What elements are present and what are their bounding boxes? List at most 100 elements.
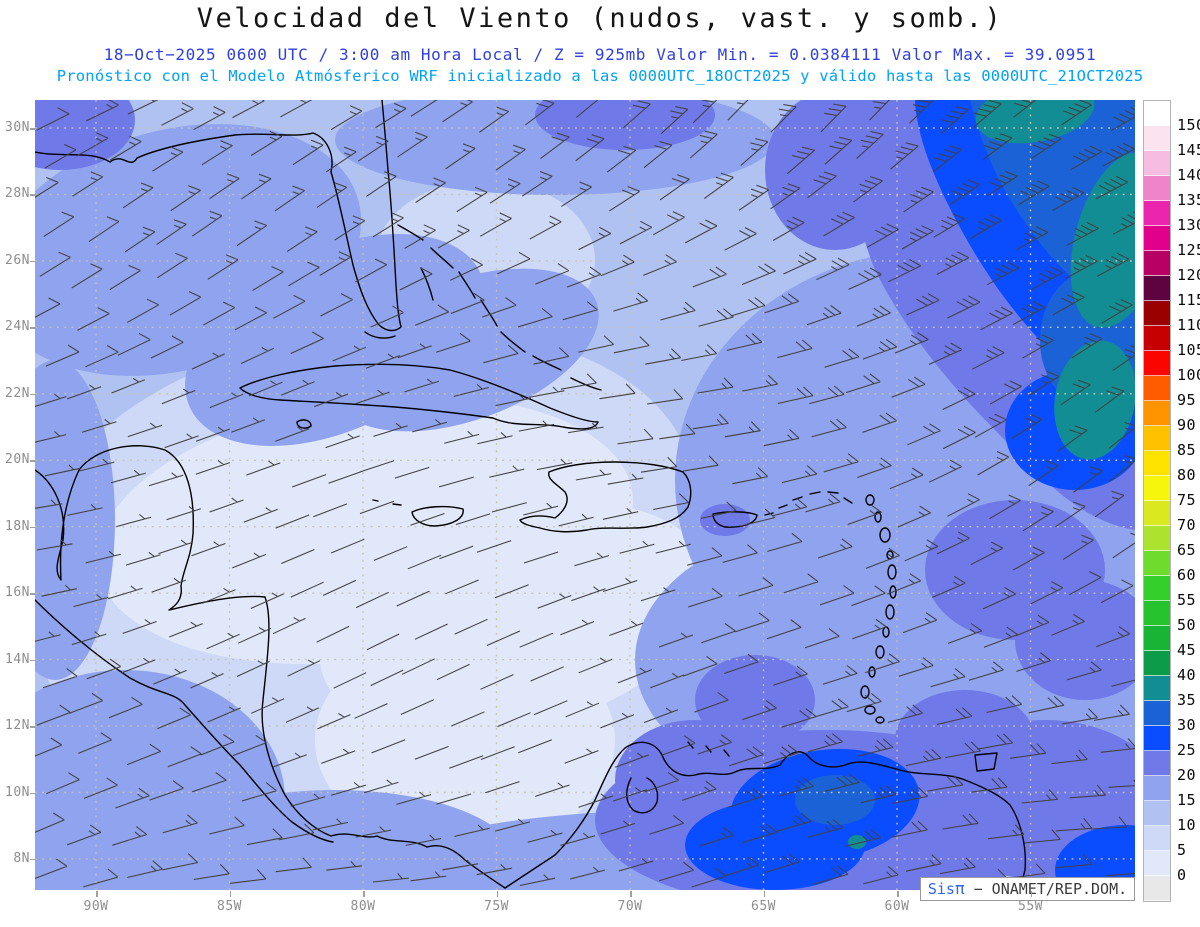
lat-tick xyxy=(30,260,36,263)
lon-tick xyxy=(363,891,365,897)
colorbar-block xyxy=(1144,776,1170,801)
colorbar-block xyxy=(1144,326,1170,351)
colorbar-block xyxy=(1144,876,1170,901)
colorbar-block xyxy=(1144,301,1170,326)
colorbar-block xyxy=(1144,426,1170,451)
colorbar-block xyxy=(1144,401,1170,426)
lat-label-28N: 28N xyxy=(5,186,30,202)
lon-tick xyxy=(496,891,498,897)
lat-label-14N: 14N xyxy=(5,651,30,667)
lat-tick xyxy=(30,593,36,595)
coast-trinidad xyxy=(974,752,998,772)
colorbar-label-145: 145 xyxy=(1177,141,1200,159)
coast-florida-keys xyxy=(364,331,396,339)
lat-tick xyxy=(30,792,36,794)
colorbar-block xyxy=(1144,526,1170,551)
colorbar-label-115: 115 xyxy=(1177,291,1200,309)
colorbar-label-50: 50 xyxy=(1177,616,1197,634)
coast-centam-pacific xyxy=(35,599,334,843)
subtitle-model-info: Pronóstico con el Modelo Atmósferico WRF… xyxy=(56,67,1144,85)
lat-tick xyxy=(30,659,36,662)
colorbar-block xyxy=(1144,601,1170,626)
colorbar-block xyxy=(1144,101,1170,126)
watermark-brand: Sis xyxy=(927,880,955,898)
coast-cuba xyxy=(239,363,599,430)
lon-tick xyxy=(763,891,765,897)
colorbar-block xyxy=(1144,376,1170,401)
colorbar-label-110: 110 xyxy=(1177,316,1200,334)
colorbar-block xyxy=(1144,151,1170,176)
colorbar-block xyxy=(1144,576,1170,601)
coast-hispaniola xyxy=(519,461,692,533)
colorbar-block xyxy=(1144,726,1170,751)
lon-tick xyxy=(630,891,632,897)
colorbar-block xyxy=(1144,551,1170,576)
lon-label-55W: 55W xyxy=(1018,899,1043,914)
colorbar-block xyxy=(1144,501,1170,526)
colorbar-block xyxy=(1144,676,1170,701)
colorbar-label-135: 135 xyxy=(1177,191,1200,209)
colorbar-label-0: 0 xyxy=(1177,866,1187,884)
colorbar-label-45: 45 xyxy=(1177,641,1197,659)
colorbar-label-85: 85 xyxy=(1177,441,1197,459)
colorbar-label-75: 75 xyxy=(1177,491,1197,509)
colorbar-label-105: 105 xyxy=(1177,341,1200,359)
colorbar-label-10: 10 xyxy=(1177,816,1197,834)
colorbar-label-35: 35 xyxy=(1177,691,1197,709)
lon-tick xyxy=(229,891,231,897)
colorbar-label-30: 30 xyxy=(1177,716,1197,734)
colorbar-block xyxy=(1144,126,1170,151)
colorbar xyxy=(1143,100,1171,902)
colorbar-block xyxy=(1144,226,1170,251)
lat-tick xyxy=(30,128,36,130)
colorbar-block xyxy=(1144,351,1170,376)
pi-symbol: π xyxy=(954,879,965,898)
grid-lines xyxy=(35,100,1135,890)
page-title: Velocidad del Viento (nudos, vast. y som… xyxy=(196,3,1004,34)
colorbar-block xyxy=(1144,751,1170,776)
coast-isla-juventud xyxy=(296,419,312,429)
lat-tick xyxy=(30,194,36,196)
lat-label-20N: 20N xyxy=(5,452,30,468)
colorbar-block xyxy=(1144,251,1170,276)
lat-label-12N: 12N xyxy=(5,718,30,734)
colorbar-block xyxy=(1144,201,1170,226)
colorbar-block xyxy=(1144,276,1170,301)
lon-label-60W: 60W xyxy=(884,899,910,914)
lon-label-80W: 80W xyxy=(350,899,376,914)
colorbar-block xyxy=(1144,801,1170,826)
lon-tick xyxy=(96,891,98,897)
colorbar-label-80: 80 xyxy=(1177,466,1197,484)
lat-label-30N: 30N xyxy=(5,120,30,135)
lat-label-16N: 16N xyxy=(5,585,30,601)
lon-label-75W: 75W xyxy=(484,899,509,914)
colorbar-block xyxy=(1144,826,1170,851)
lat-tick xyxy=(30,526,36,529)
map-canvas: Sisπ − ONAMET/REP.DOM. xyxy=(35,100,1135,901)
colorbar-label-20: 20 xyxy=(1177,766,1197,784)
colorbar-label-90: 90 xyxy=(1177,416,1197,434)
lat-tick xyxy=(30,327,36,329)
colorbar-block xyxy=(1144,451,1170,476)
colorbar-label-25: 25 xyxy=(1177,741,1197,759)
colorbar-label-60: 60 xyxy=(1177,566,1197,584)
colorbar-block xyxy=(1144,476,1170,501)
lat-label-26N: 26N xyxy=(5,252,30,268)
coast-us-gulf-florida xyxy=(35,100,402,332)
lon-label-90W: 90W xyxy=(83,899,109,914)
lat-label-8N: 8N xyxy=(13,850,30,866)
coast-yucatan-centam xyxy=(35,445,506,889)
colorbar-label-150: 150 xyxy=(1177,116,1200,134)
colorbar-label-15: 15 xyxy=(1177,791,1197,809)
colorbar-label-100: 100 xyxy=(1177,366,1200,384)
lat-label-22N: 22N xyxy=(5,385,30,401)
colorbar-label-55: 55 xyxy=(1177,591,1197,609)
wind-barbs xyxy=(35,100,1135,888)
coast-south-america xyxy=(504,741,1027,890)
colorbar-block xyxy=(1144,651,1170,676)
lon-tick xyxy=(1030,891,1032,897)
lat-tick xyxy=(30,393,36,396)
colorbar-label-65: 65 xyxy=(1177,541,1197,559)
colorbar-label-120: 120 xyxy=(1177,266,1200,284)
colorbar-label-5: 5 xyxy=(1177,841,1187,859)
